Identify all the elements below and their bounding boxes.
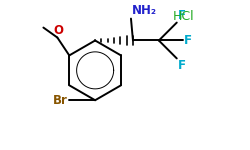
Text: Br: Br bbox=[52, 94, 67, 107]
Text: F: F bbox=[178, 9, 186, 22]
Text: F: F bbox=[184, 34, 192, 47]
Text: HCl: HCl bbox=[173, 10, 194, 23]
Text: F: F bbox=[178, 59, 186, 72]
Text: NH₂: NH₂ bbox=[132, 4, 157, 17]
Text: O: O bbox=[53, 24, 63, 36]
